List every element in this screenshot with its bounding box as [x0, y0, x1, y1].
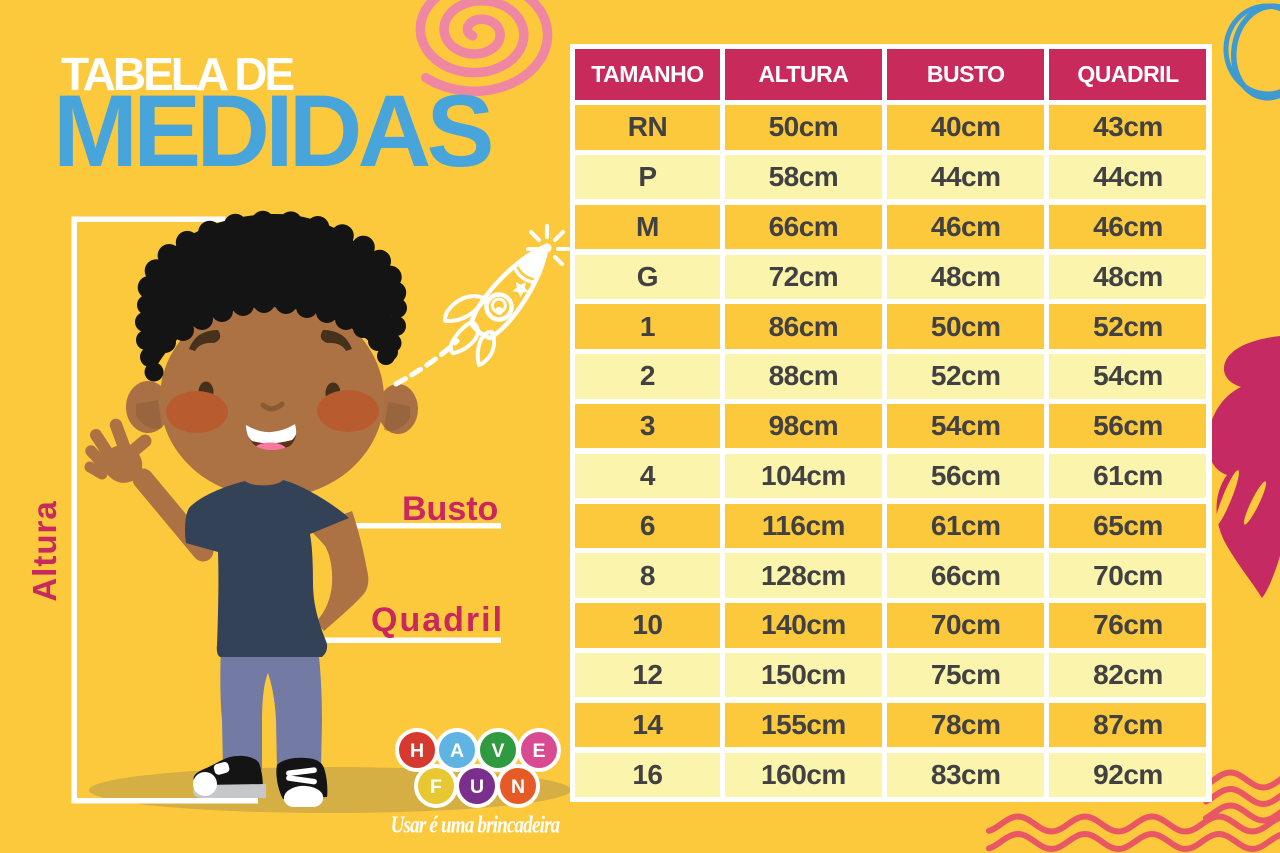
- svg-text:U: U: [470, 776, 484, 798]
- svg-text:V: V: [491, 740, 504, 762]
- svg-text:N: N: [511, 776, 525, 798]
- svg-text:E: E: [532, 740, 545, 762]
- svg-text:A: A: [450, 740, 464, 762]
- svg-text:H: H: [410, 740, 424, 762]
- svg-text:F: F: [430, 776, 442, 798]
